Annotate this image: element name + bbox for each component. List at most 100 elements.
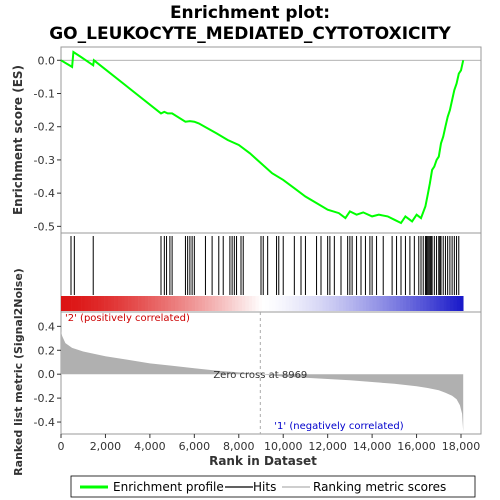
color-bar-segment: [71, 296, 75, 311]
color-bar-segment: [164, 296, 169, 311]
color-bar-segment: [124, 296, 129, 311]
es-y-axis: 0.0 -0.1 -0.2 -0.3 -0.4 -0.5: [34, 54, 61, 233]
color-bar-segment: [302, 296, 306, 311]
color-bar-segment: [111, 296, 115, 311]
color-bar-segment: [231, 296, 236, 311]
color-bar-segment: [446, 296, 451, 311]
color-bar-segment: [151, 296, 156, 311]
color-bar-segment: [215, 296, 219, 311]
color-bar-segment: [362, 296, 367, 311]
metric-y-axis: 0.4 0.2 0.0 -0.2 -0.4: [34, 320, 61, 429]
color-bar-segment: [81, 296, 85, 311]
color-bar-segment: [275, 296, 280, 311]
color-bar-segment: [312, 296, 317, 311]
x-tick-label: 0: [58, 440, 65, 453]
color-bar-segment: [282, 296, 286, 311]
color-bar-segment: [322, 296, 327, 311]
color-bar-segment: [64, 296, 69, 311]
x-tick-label: 18,000: [442, 440, 481, 453]
color-bar-segment: [278, 296, 283, 311]
es-y-axis-label: Enrichment score (ES): [11, 65, 25, 215]
color-bar-segment: [262, 296, 266, 311]
color-bar-segment: [376, 296, 380, 311]
color-bar-segment: [61, 296, 65, 311]
x-tick-label: 14,000: [353, 440, 392, 453]
color-bar-segment: [295, 296, 300, 311]
hit-marks: [70, 236, 460, 295]
color-bar-segment: [352, 296, 357, 311]
es-y-tick-label: -0.2: [34, 121, 55, 134]
color-bar-segment: [74, 296, 79, 311]
x-tick-label: 6,000: [179, 440, 211, 453]
color-bar-segment: [94, 296, 99, 311]
metric-y-axis-label: Ranked list metric (Signal2Noise): [12, 268, 25, 476]
es-y-tick-label: -0.1: [34, 88, 55, 101]
color-bar-segment: [161, 296, 166, 311]
color-bar-segment: [429, 296, 434, 311]
negative-correlation-label: '1' (negatively correlated): [274, 421, 403, 432]
color-bar-segment: [288, 296, 293, 311]
color-bar-segment: [77, 296, 82, 311]
color-bar-segment: [372, 296, 377, 311]
color-bar-segment: [117, 296, 122, 311]
color-bar-segment: [392, 296, 397, 311]
zero-cross-label: Zero cross at 8969: [213, 370, 307, 381]
color-bar-segment: [332, 296, 337, 311]
color-bar-segment: [228, 296, 233, 311]
color-bar-segment: [144, 296, 149, 311]
color-bar-segment: [121, 296, 125, 311]
color-bar-segment: [406, 296, 410, 311]
color-bar-segment: [423, 296, 427, 311]
color-bar-segment: [272, 296, 276, 311]
color-bar-segment: [171, 296, 176, 311]
color-bar-segment: [298, 296, 303, 311]
color-bar-segment: [138, 296, 142, 311]
color-bar-segment: [419, 296, 424, 311]
color-bar-segment: [181, 296, 186, 311]
metric-y-tick-label: 0.4: [38, 320, 56, 333]
color-bar-segment: [396, 296, 400, 311]
color-bar-segment: [191, 296, 196, 311]
color-bar-segment: [211, 296, 216, 311]
color-bar-segment: [134, 296, 139, 311]
color-bar-segment: [205, 296, 209, 311]
color-bar-segment: [382, 296, 387, 311]
color-bar-segment: [101, 296, 105, 311]
color-bar-segment: [309, 296, 313, 311]
metric-y-tick-label: -0.2: [34, 392, 55, 405]
color-bar-segment: [107, 296, 112, 311]
color-bar-segment: [355, 296, 360, 311]
es-y-tick-label: 0.0: [38, 54, 56, 67]
x-axis: 0 2,000 4,000 6,000 8,000 10,000 12,000 14,000 1…: [58, 434, 481, 453]
color-bar-segment: [221, 296, 226, 311]
color-bar-segment: [218, 296, 223, 311]
color-bar-segment: [252, 296, 256, 311]
metric-y-tick-label: -0.4: [34, 416, 55, 429]
color-bar-segment: [335, 296, 340, 311]
color-bar-segment: [459, 296, 464, 311]
color-bar-segment: [268, 296, 273, 311]
color-bar-segment: [141, 296, 146, 311]
color-bar-segment: [201, 296, 206, 311]
color-bar-segment: [456, 296, 461, 311]
color-bar-segment: [366, 296, 370, 311]
color-bar-segment: [188, 296, 193, 311]
color-bar-segment: [178, 296, 182, 311]
es-panel-frame: [60, 46, 482, 234]
color-bar-segment: [168, 296, 172, 311]
color-bar-segment: [91, 296, 95, 311]
color-bar-segment: [329, 296, 333, 311]
color-bar-segment: [345, 296, 350, 311]
color-bar-segment: [426, 296, 431, 311]
color-bar-segment: [158, 296, 162, 311]
es-y-tick-label: -0.3: [34, 154, 55, 167]
color-bar-segment: [195, 296, 199, 311]
color-bar-segment: [67, 296, 72, 311]
color-bar-segment: [439, 296, 444, 311]
color-bar-segment: [436, 296, 441, 311]
color-bar-segment: [185, 296, 189, 311]
color-bar-segment: [235, 296, 239, 311]
color-bar-segment: [386, 296, 390, 311]
metric-y-tick-label: 0.2: [38, 344, 56, 357]
